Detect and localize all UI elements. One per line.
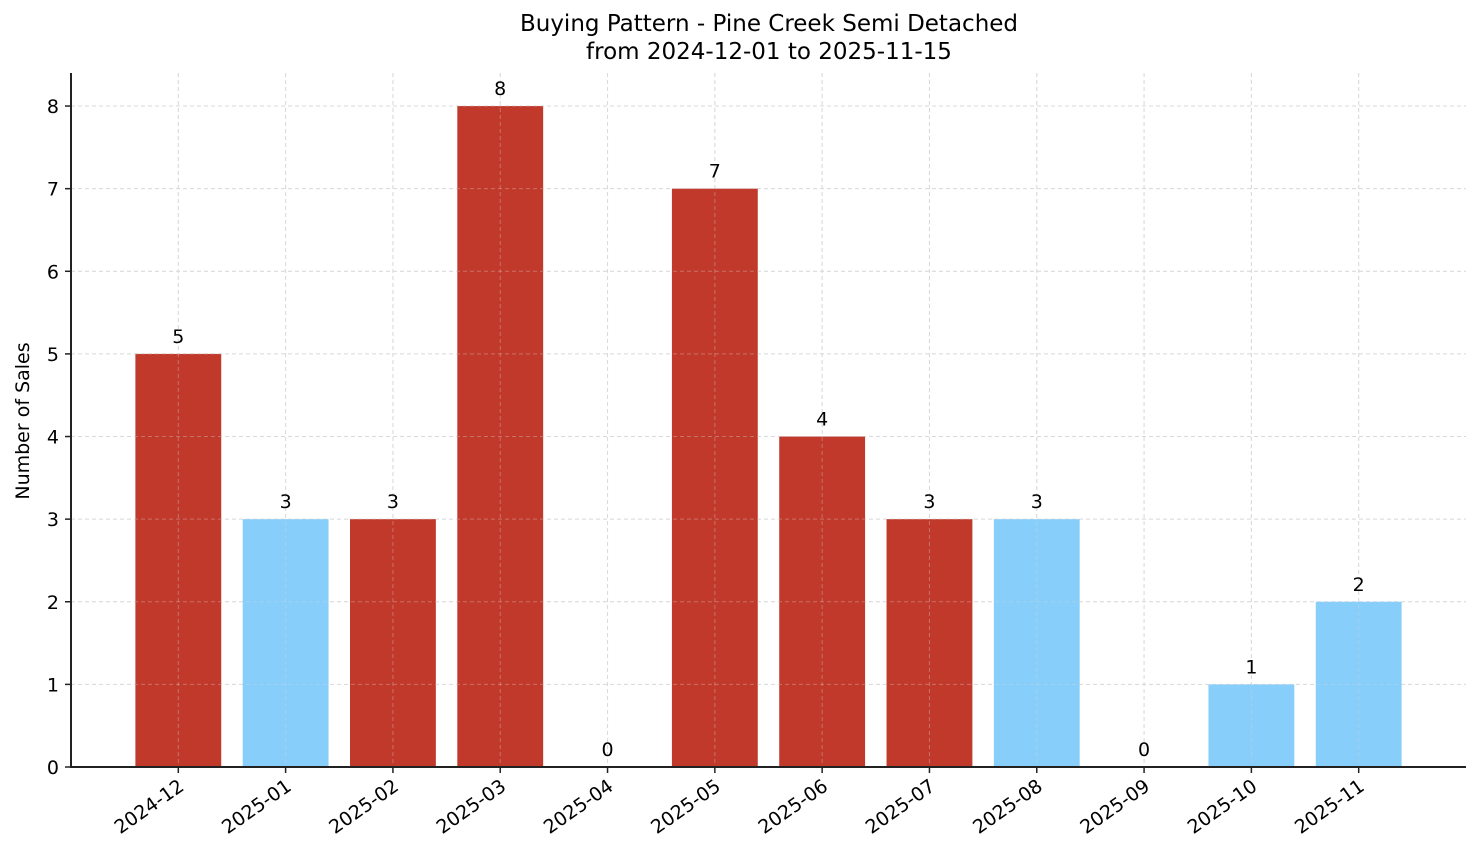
bar-value-label: 5 <box>172 326 184 348</box>
bar-2025-02[interactable] <box>350 519 436 767</box>
bar-2025-08[interactable] <box>993 519 1080 767</box>
bar-value-label: 8 <box>494 78 506 100</box>
bar-2024-12[interactable] <box>135 353 222 767</box>
y-tick-label: 0 <box>47 757 59 779</box>
bars <box>135 106 1402 768</box>
x-tick-label: 2025-01 <box>218 775 296 839</box>
y-tick-label: 6 <box>47 261 59 283</box>
grid-lines-overlay <box>71 73 1466 767</box>
bar-value-label: 7 <box>709 161 721 183</box>
chart-title-line1: Buying Pattern - Pine Creek Semi Detache… <box>519 11 1019 37</box>
y-tick-label: 3 <box>47 509 59 531</box>
x-tick-label: 2024-12 <box>111 775 189 839</box>
y-tick-label: 4 <box>47 427 59 449</box>
x-tick-label: 2025-11 <box>1291 775 1369 839</box>
bar-2025-10[interactable] <box>1208 684 1295 767</box>
bar-value-label: 3 <box>923 491 935 513</box>
bar-2025-03[interactable] <box>457 106 544 768</box>
y-tick-label: 1 <box>47 674 59 696</box>
x-tick-label: 2025-03 <box>432 775 510 839</box>
y-tick-label: 8 <box>47 96 59 118</box>
bar-value-label: 4 <box>816 409 828 431</box>
chart-title: Buying Pattern - Pine Creek Semi Detache… <box>0 10 1481 66</box>
bar-value-labels: 5 3 3 8 0 7 4 3 3 0 1 2 <box>172 78 1364 761</box>
x-tick-label: 2025-10 <box>1184 775 1262 839</box>
x-tick-label: 2025-04 <box>540 775 618 839</box>
x-tick-label: 2025-09 <box>1076 775 1154 839</box>
bar-value-label: 1 <box>1245 656 1257 678</box>
y-tick-label: 7 <box>47 179 59 201</box>
bar-value-label: 3 <box>1031 491 1043 513</box>
x-tick-label: 2025-08 <box>969 775 1047 839</box>
bar-value-label: 0 <box>1138 739 1150 761</box>
x-tick-label: 2025-02 <box>325 775 403 839</box>
x-tick-label: 2025-05 <box>647 775 725 839</box>
y-tick-label: 2 <box>47 592 59 614</box>
x-tick-label: 2025-07 <box>862 775 940 839</box>
bar-2025-01[interactable] <box>242 519 329 767</box>
bar-value-label: 3 <box>387 491 399 513</box>
chart-title-line2: from 2024-12-01 to 2025-11-15 <box>586 39 952 65</box>
bar-value-label: 2 <box>1353 574 1365 596</box>
bar-value-label: 3 <box>280 491 292 513</box>
bar-2025-11[interactable] <box>1315 601 1402 767</box>
y-tick-label: 5 <box>47 344 59 366</box>
bar-2025-05[interactable] <box>671 188 758 767</box>
x-tick-label: 2025-06 <box>754 775 832 839</box>
bar-2025-07[interactable] <box>886 519 973 767</box>
bar-value-label: 0 <box>601 739 613 761</box>
bar-2025-06[interactable] <box>779 436 866 767</box>
